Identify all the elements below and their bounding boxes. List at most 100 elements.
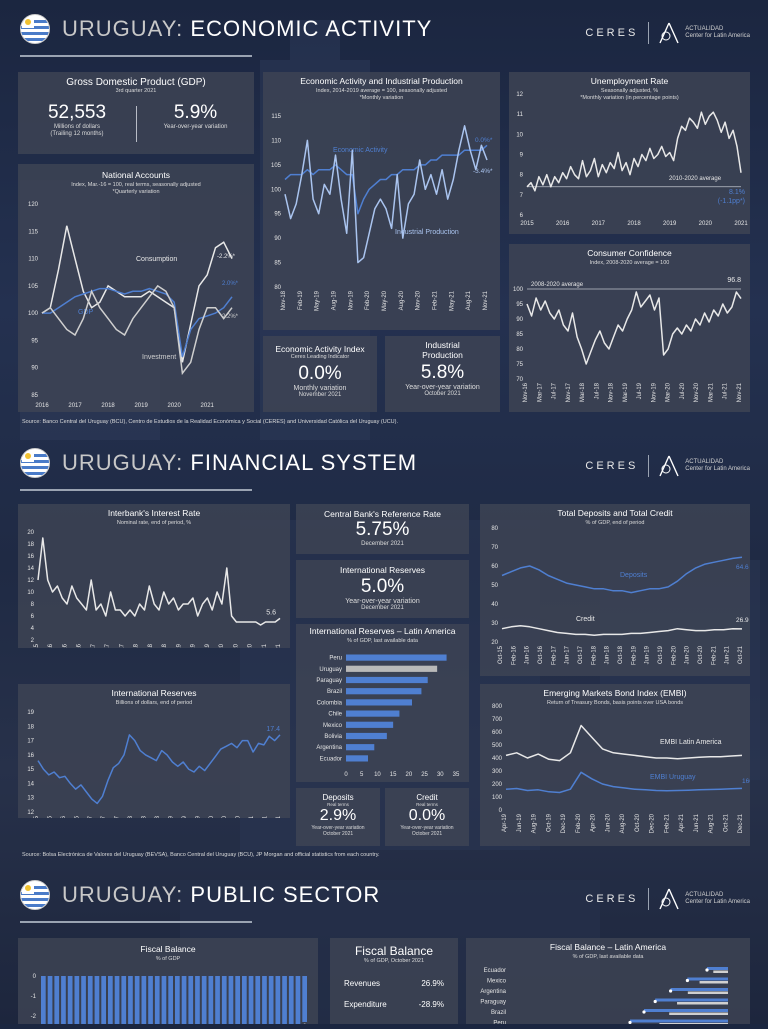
chart-subtitle: Index, Mar.-16 = 100, real terms, season…	[71, 182, 200, 188]
eai-card: Economic Activity Index Ceres Leading In…	[263, 336, 377, 412]
series-line-0	[527, 292, 741, 364]
x-tick-label: 2020	[167, 403, 181, 409]
fiscal-row-expenditure: Expenditure-28.9%	[330, 1000, 458, 1009]
fiscal-bar	[209, 976, 214, 1024]
y-tick-label: 16	[27, 554, 34, 560]
series-name-label: Consumption	[136, 256, 177, 263]
x-tick-label: 2018	[627, 221, 641, 227]
y-tick-label: 85	[274, 261, 281, 267]
y-tick-label: 200	[492, 782, 503, 788]
x-tick-label: Apr-16	[47, 815, 53, 818]
gdp-value-desc-1: Millions of dollars	[18, 124, 136, 131]
y-tick-label: -1	[31, 994, 37, 1000]
fiscal-bar	[202, 976, 207, 1024]
x-tick-label: Feb-19	[631, 645, 637, 665]
y-tick-label: 8	[520, 173, 524, 179]
x-tick-label: Dec-15	[34, 815, 40, 818]
x-tick-label: Jul-21	[723, 382, 729, 399]
chart-title: National Accounts	[102, 170, 170, 180]
bar-peru	[630, 1020, 728, 1023]
deposits-credit-panel: Total Deposits and Total Credit% of GDP,…	[480, 504, 750, 676]
bar-point	[705, 968, 708, 971]
x-tick-label: 20	[406, 772, 413, 778]
bar-category-label: Uruguay	[319, 667, 342, 673]
y-tick-label: 0	[33, 974, 37, 980]
center-latam-logo-icon	[657, 888, 681, 910]
fiscal-bar	[168, 976, 173, 1024]
y-tick-label: 100	[513, 287, 524, 293]
x-tick-label: Nov-18	[281, 290, 287, 310]
bar-ecuador	[346, 755, 368, 761]
x-tick-label: Aug-20	[399, 290, 405, 310]
x-tick-label: Feb-20	[365, 290, 371, 310]
bar-brazil	[644, 1009, 728, 1012]
fiscal-bar	[68, 976, 73, 1024]
y-tick-label: 8	[31, 602, 35, 608]
bar-argentina	[671, 988, 728, 991]
x-tick-label: Jun-16	[525, 645, 531, 664]
series-end-label: -2.2%*	[217, 254, 236, 260]
series-name-label: EMBI Latin America	[660, 739, 722, 746]
logo-line-2: Center for Latin America	[685, 33, 750, 40]
embi-panel: Emerging Markets Bond Index (EMBI)Return…	[480, 684, 750, 846]
series-name-label: Economic Activity	[333, 147, 388, 154]
y-tick-label: 85	[516, 332, 523, 338]
y-tick-label: 13	[27, 796, 34, 802]
x-tick-label: Apr-19	[176, 643, 182, 648]
fiscal-bar	[75, 976, 80, 1024]
y-tick-label: -2	[31, 1014, 37, 1020]
section-title: URUGUAY: PUBLIC SECTOR	[62, 882, 380, 908]
fiscal-bar	[276, 976, 281, 1024]
x-tick-label: Jul-19	[637, 382, 643, 399]
x-tick-label: Oct-20	[698, 645, 704, 664]
x-tick-label: Dec-16	[77, 643, 83, 648]
fiscal-bar	[61, 976, 66, 1024]
eai-desc: Monthly variation	[263, 385, 377, 392]
bar-secondary-argentina	[688, 992, 728, 995]
y-tick-label: 15	[27, 767, 34, 773]
ip-title-2: Production	[385, 350, 500, 360]
x-tick-label: 0	[344, 772, 348, 778]
y-tick-label: 20	[491, 640, 498, 646]
ceres-logo: CERES	[585, 893, 638, 905]
y-tick-label: 80	[491, 526, 498, 532]
x-tick-label: Aug-21	[276, 643, 282, 648]
series-end-label: 2.0%*	[222, 281, 239, 287]
y-tick-label: 115	[28, 229, 38, 235]
x-tick-label: Apr-19	[502, 813, 508, 832]
deposits-card-title: Deposits	[296, 793, 380, 802]
chart-title: Total Deposits and Total Credit	[557, 508, 673, 518]
chart-title: Fiscal Balance – Latin America	[550, 942, 666, 952]
bar-ecuador	[707, 967, 728, 970]
x-tick-label: Aug-20	[233, 643, 239, 648]
x-tick-label: 10	[374, 772, 381, 778]
fiscal-bar	[121, 976, 126, 1024]
chart-subtitle: Nominal rate, end of period, %	[117, 520, 191, 526]
x-tick-label: 2019	[134, 403, 148, 409]
bar-peru	[346, 655, 447, 661]
fiscal-bar	[108, 976, 113, 1024]
x-tick-label: Apr-20	[591, 813, 597, 832]
x-tick-label: Feb-20	[576, 813, 582, 833]
y-tick-label: 18	[27, 542, 34, 548]
chart-subtitle: *Monthly variation	[360, 95, 404, 101]
chart-subtitle: Index, 2008-2020 average = 100	[590, 260, 670, 266]
y-tick-label: 110	[271, 138, 281, 144]
deposits-card-period: October 2021	[296, 831, 380, 837]
fiscal-bar	[128, 976, 133, 1024]
fiscal-bar	[95, 976, 100, 1024]
x-tick-label: Jun-20	[605, 813, 611, 832]
series-name-label: Deposits	[620, 572, 648, 579]
fiscal-bar	[155, 976, 160, 1024]
bar-secondary-paraguay	[677, 1002, 728, 1005]
x-tick-label: Apr-21	[262, 643, 268, 648]
bar-uruguay	[346, 666, 437, 672]
fiscal-row-label: Revenues	[344, 979, 380, 988]
fiscal-bar	[289, 976, 294, 1024]
bar-category-label: Paraguay	[316, 678, 342, 684]
x-tick-label: Jun-21	[725, 645, 731, 664]
fiscal-bar	[115, 976, 120, 1024]
fiscal-bar	[296, 976, 301, 1024]
